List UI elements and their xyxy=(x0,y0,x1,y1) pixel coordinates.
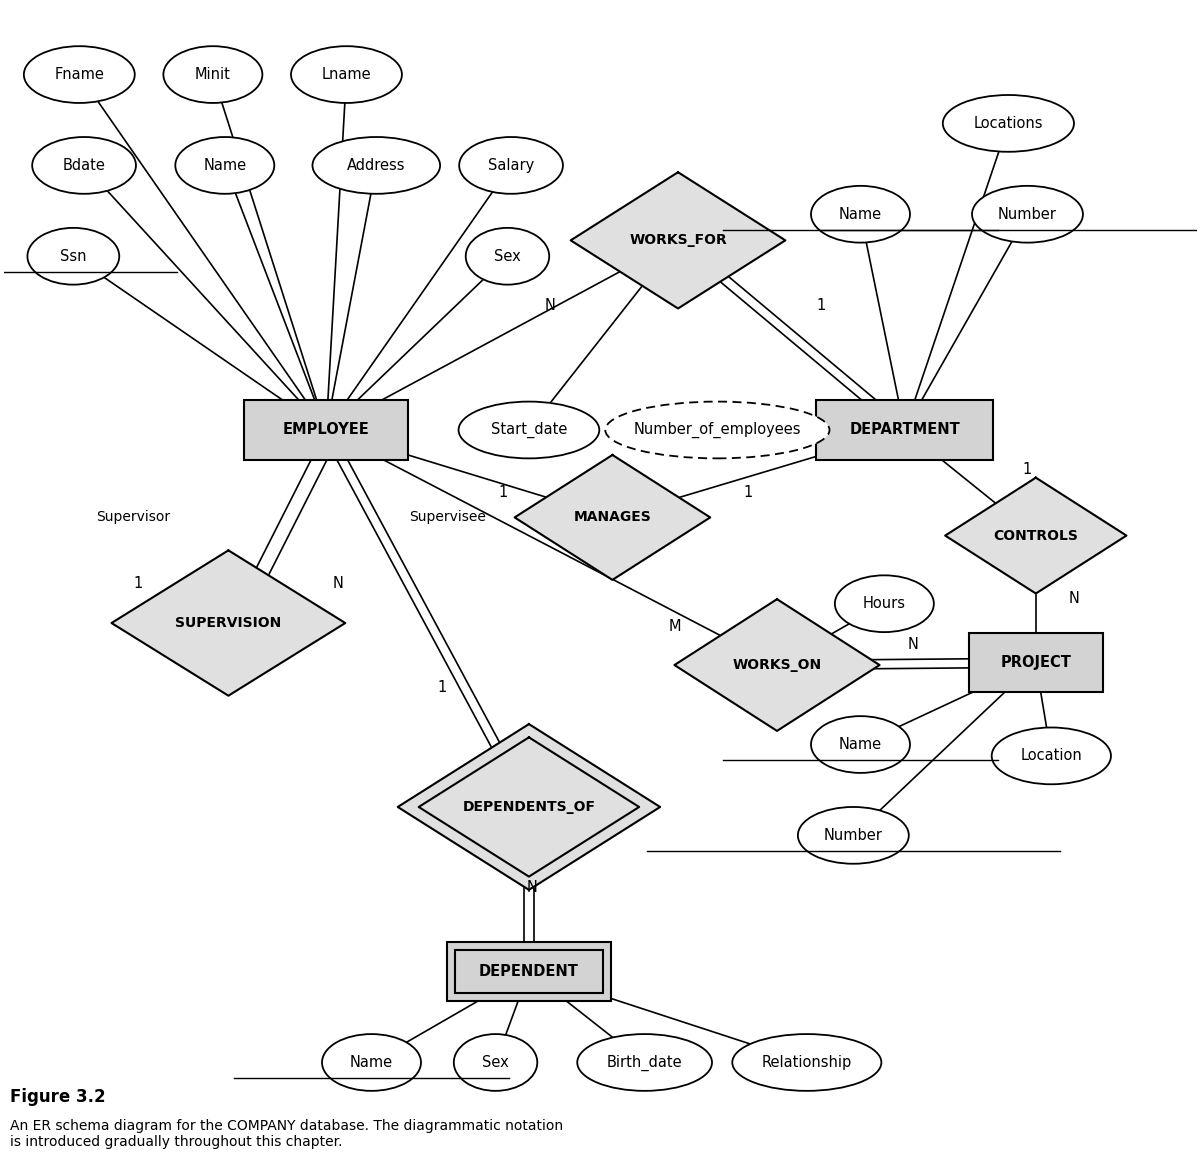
Text: DEPENDENTS_OF: DEPENDENTS_OF xyxy=(462,800,596,814)
Ellipse shape xyxy=(322,1034,422,1091)
Bar xyxy=(455,950,603,994)
Text: Figure 3.2: Figure 3.2 xyxy=(10,1087,106,1106)
Ellipse shape xyxy=(797,807,909,864)
Ellipse shape xyxy=(578,1034,712,1091)
Ellipse shape xyxy=(972,185,1083,243)
Text: Lname: Lname xyxy=(322,67,371,82)
Text: MANAGES: MANAGES xyxy=(574,511,651,525)
Text: N: N xyxy=(527,880,538,895)
Text: An ER schema diagram for the COMPANY database. The diagrammatic notation
is intr: An ER schema diagram for the COMPANY dat… xyxy=(10,1120,563,1150)
Polygon shape xyxy=(945,478,1127,594)
Text: Address: Address xyxy=(347,157,406,173)
Text: DEPENDENT: DEPENDENT xyxy=(479,965,579,980)
Text: N: N xyxy=(1069,591,1080,606)
Text: Hours: Hours xyxy=(862,596,906,611)
Text: Location: Location xyxy=(1021,748,1082,763)
Text: WORKS_FOR: WORKS_FOR xyxy=(629,234,727,248)
Text: Ssn: Ssn xyxy=(60,249,86,264)
Text: Bdate: Bdate xyxy=(62,157,106,173)
Text: Start_date: Start_date xyxy=(491,422,567,438)
Text: 1: 1 xyxy=(133,576,143,591)
Bar xyxy=(244,401,408,460)
Text: Sex: Sex xyxy=(482,1055,509,1070)
Text: Birth_date: Birth_date xyxy=(607,1055,682,1070)
Text: Locations: Locations xyxy=(974,116,1044,131)
Text: 1: 1 xyxy=(817,298,826,313)
Polygon shape xyxy=(398,724,661,889)
Text: Salary: Salary xyxy=(488,157,534,173)
Text: Minit: Minit xyxy=(195,67,231,82)
Ellipse shape xyxy=(459,137,563,193)
Ellipse shape xyxy=(605,402,830,459)
Ellipse shape xyxy=(28,228,119,285)
Text: WORKS_ON: WORKS_ON xyxy=(733,658,821,672)
Polygon shape xyxy=(675,599,879,731)
Text: 1: 1 xyxy=(498,485,507,500)
Ellipse shape xyxy=(466,228,549,285)
Text: Name: Name xyxy=(839,736,882,752)
Ellipse shape xyxy=(24,46,135,103)
Ellipse shape xyxy=(32,137,136,193)
Text: M: M xyxy=(668,618,681,633)
Ellipse shape xyxy=(459,402,599,459)
Bar xyxy=(447,943,611,1002)
Ellipse shape xyxy=(454,1034,537,1091)
Text: 1: 1 xyxy=(743,485,753,500)
Ellipse shape xyxy=(175,137,274,193)
Ellipse shape xyxy=(733,1034,882,1091)
Ellipse shape xyxy=(163,46,262,103)
Text: Relationship: Relationship xyxy=(761,1055,852,1070)
Text: Fname: Fname xyxy=(54,67,104,82)
Ellipse shape xyxy=(312,137,440,193)
Text: PROJECT: PROJECT xyxy=(1000,655,1071,670)
Text: N: N xyxy=(545,298,556,313)
Text: Name: Name xyxy=(839,207,882,221)
Bar xyxy=(969,633,1103,692)
Text: Supervisee: Supervisee xyxy=(410,511,486,525)
Text: Sex: Sex xyxy=(494,249,521,264)
Text: N: N xyxy=(333,576,343,591)
Bar xyxy=(817,401,993,460)
Text: Number_of_employees: Number_of_employees xyxy=(634,422,801,438)
Text: Name: Name xyxy=(349,1055,393,1070)
Text: N: N xyxy=(908,637,919,652)
Text: Number: Number xyxy=(824,828,883,843)
Ellipse shape xyxy=(835,576,934,632)
Text: 1: 1 xyxy=(437,680,447,695)
Text: CONTROLS: CONTROLS xyxy=(993,528,1078,543)
Polygon shape xyxy=(514,455,710,580)
Ellipse shape xyxy=(992,727,1111,784)
Text: SUPERVISION: SUPERVISION xyxy=(175,616,281,630)
Ellipse shape xyxy=(811,185,910,243)
Text: Name: Name xyxy=(203,157,246,173)
Ellipse shape xyxy=(291,46,402,103)
Text: Supervisor: Supervisor xyxy=(96,511,171,525)
Ellipse shape xyxy=(943,95,1074,152)
Text: Number: Number xyxy=(998,207,1057,221)
Polygon shape xyxy=(570,173,785,308)
Text: 1: 1 xyxy=(1023,462,1032,477)
Ellipse shape xyxy=(811,716,910,772)
Polygon shape xyxy=(112,550,345,696)
Text: DEPARTMENT: DEPARTMENT xyxy=(849,423,960,438)
Text: EMPLOYEE: EMPLOYEE xyxy=(282,423,370,438)
